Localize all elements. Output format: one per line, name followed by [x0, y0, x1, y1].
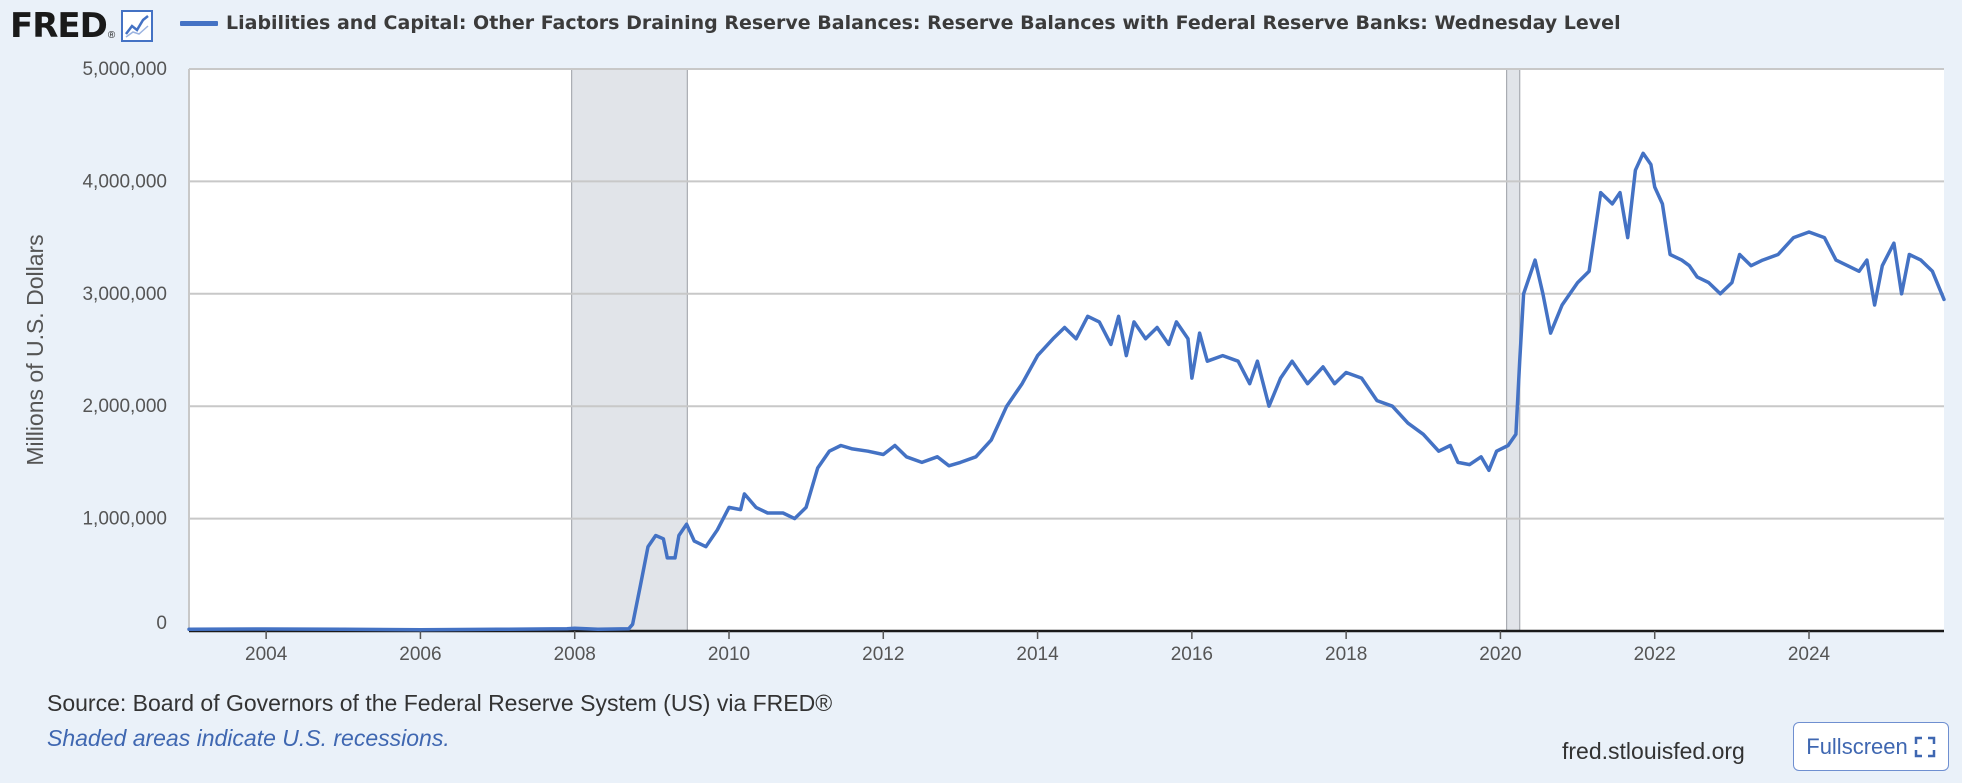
- site-url[interactable]: fred.stlouisfed.org: [1562, 738, 1745, 764]
- source-text: Source: Board of Governors of the Federa…: [47, 690, 833, 716]
- legend-swatch: [180, 20, 218, 26]
- fred-logo[interactable]: FRED ®: [10, 6, 154, 46]
- fred-logo-registered: ®: [107, 29, 116, 41]
- x-tick-label: 2016: [1171, 644, 1213, 665]
- series-line: [187, 151, 1946, 632]
- x-tick-label: 2022: [1634, 644, 1676, 665]
- trend-chart-icon: [121, 10, 154, 42]
- x-tick-label: 2008: [554, 644, 596, 665]
- fullscreen-button[interactable]: Fullscreen: [1793, 722, 1949, 771]
- fred-logo-text: FRED: [10, 6, 108, 46]
- y-tick-label: 3,000,000: [82, 284, 167, 305]
- x-tick-label: 2018: [1325, 644, 1367, 665]
- x-tick-label: 2024: [1788, 644, 1831, 665]
- x-tick-label: 2020: [1479, 644, 1521, 665]
- plot-area: [189, 69, 1944, 631]
- fullscreen-icon: [1914, 736, 1935, 757]
- x-tick-label: 2010: [708, 644, 750, 665]
- y-tick-label: 2,000,000: [82, 396, 167, 417]
- x-tick-label: 2012: [862, 644, 904, 665]
- y-tick-label: 0: [156, 613, 167, 634]
- y-axis-label: Millions of U.S. Dollars: [22, 234, 48, 465]
- recession-note: Shaded areas indicate U.S. recessions.: [47, 725, 450, 751]
- y-tick-label: 5,000,000: [82, 59, 167, 80]
- x-tick-label: 2006: [399, 644, 441, 665]
- legend-series-label: Liabilities and Capital: Other Factors D…: [226, 12, 1621, 34]
- recession-band: [1506, 69, 1520, 631]
- chart-legend: Liabilities and Capital: Other Factors D…: [180, 12, 1621, 34]
- y-tick-label: 4,000,000: [82, 171, 167, 192]
- y-tick-label: 1,000,000: [82, 509, 167, 530]
- recession-band: [571, 69, 688, 631]
- line-chart[interactable]: 0 1,000,000 2,000,000 3,000,000 4,000,000 5,0…: [0, 0, 1962, 680]
- x-tick-label: 2014: [1016, 644, 1059, 665]
- x-tick-label: 2004: [245, 644, 288, 665]
- fullscreen-label: Fullscreen: [1806, 733, 1908, 759]
